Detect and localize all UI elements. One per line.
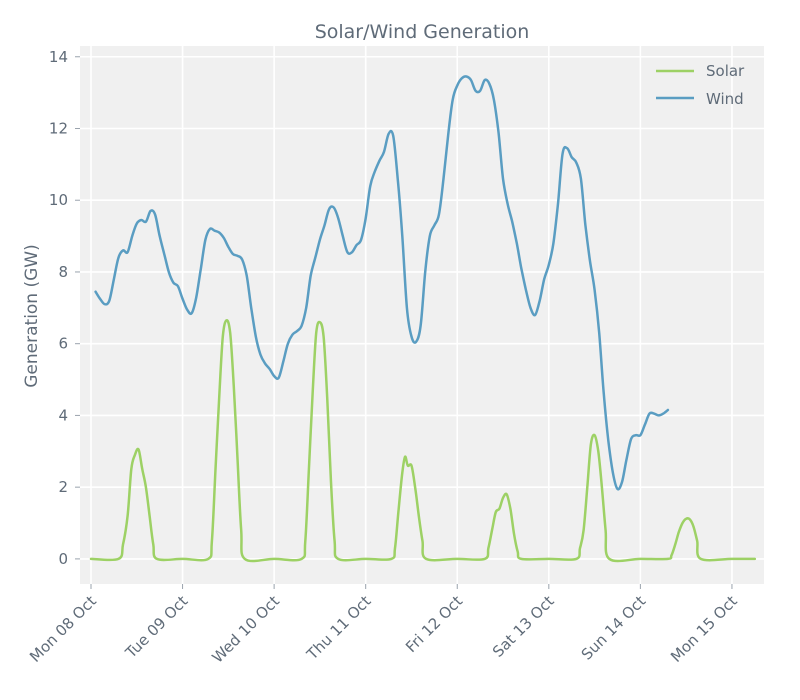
y-tick-label: 0 — [58, 550, 68, 568]
series-line-wind — [94, 75, 670, 491]
chart-title: Solar/Wind Generation — [315, 21, 530, 43]
legend: Solar Wind — [656, 62, 745, 108]
x-tick-label: Thu 11 Oct — [303, 592, 375, 664]
x-tick-label: Sun 14 Oct — [578, 592, 650, 664]
y-tick-label: 12 — [49, 119, 68, 137]
grid-lines — [80, 46, 764, 584]
series-line-solar — [89, 319, 757, 563]
y-tick-label: 6 — [58, 335, 68, 353]
y-axis-label: Generation (GW) — [22, 244, 42, 388]
legend-label-wind: Wind — [706, 90, 744, 108]
legend-label-solar: Solar — [706, 62, 745, 80]
y-tick-label: 14 — [49, 48, 68, 66]
y-tick-label: 10 — [49, 191, 68, 209]
series-lines — [89, 75, 757, 563]
x-tick-label: Wed 10 Oct — [209, 592, 284, 667]
x-tick-label: Fri 12 Oct — [402, 592, 466, 656]
y-axis-ticks: 0 2 4 6 8 10 12 14 — [49, 48, 80, 568]
y-tick-label: 4 — [58, 406, 68, 424]
x-tick-label: Sat 13 Oct — [489, 592, 558, 661]
x-tick-label: Mon 15 Oct — [667, 592, 741, 666]
x-tick-label: Mon 08 Oct — [26, 592, 100, 666]
y-tick-label: 8 — [58, 263, 68, 281]
x-tick-label: Tue 09 Oct — [121, 592, 191, 662]
y-tick-label: 2 — [58, 478, 68, 496]
x-axis-ticks: Mon 08 Oct Tue 09 Oct Wed 10 Oct Thu 11 Oct… — [26, 584, 741, 667]
